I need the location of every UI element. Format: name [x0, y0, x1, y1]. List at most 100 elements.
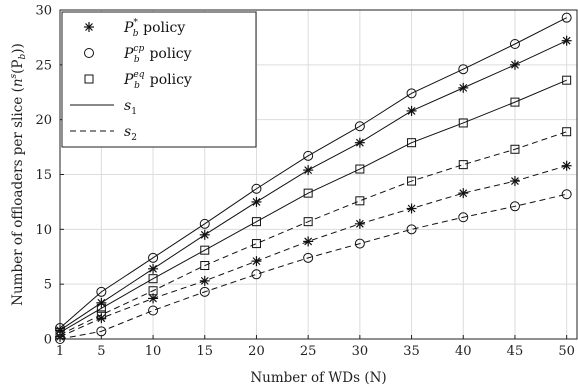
data-point: [251, 196, 262, 207]
x-tick-label: 45: [507, 344, 524, 359]
data-point: [251, 217, 261, 227]
star-stroke: [252, 197, 261, 206]
data-point: [55, 334, 65, 344]
data-point: [303, 165, 314, 176]
star-stroke: [407, 106, 416, 115]
star-stroke: [304, 166, 313, 175]
data-point: [406, 88, 417, 99]
data-point: [96, 303, 106, 313]
data-point: [509, 38, 520, 49]
x-tick-label: 25: [300, 344, 317, 359]
star-stroke: [200, 276, 209, 285]
data-point: [251, 256, 262, 267]
x-tick-label: 5: [97, 344, 105, 359]
data-point: [407, 176, 417, 186]
star-stroke: [149, 264, 157, 273]
series-3: [55, 127, 572, 340]
star-stroke: [562, 161, 571, 170]
data-point: [200, 245, 210, 255]
data-point: [148, 293, 159, 304]
data-point: [251, 269, 262, 280]
data-point: [199, 275, 210, 286]
legend-label: P* b policy: [123, 18, 185, 39]
star-stroke: [355, 138, 364, 147]
y-tick-label: 0: [44, 333, 52, 348]
data-point: [303, 217, 313, 227]
x-tick-label: 35: [403, 344, 420, 359]
x-tick-label: 30: [352, 344, 369, 359]
y-tick-label: 15: [35, 168, 52, 183]
data-point: [407, 138, 417, 148]
x-tick-label: 1: [56, 344, 64, 359]
data-point: [510, 97, 520, 107]
data-point: [148, 274, 158, 284]
data-point: [354, 238, 365, 249]
data-point: [458, 82, 469, 93]
series-group: [55, 12, 572, 344]
data-point: [355, 196, 365, 206]
legend-label: Pcp b policy: [123, 44, 192, 65]
star-stroke: [97, 298, 106, 307]
legend-label: Peq b policy: [123, 70, 192, 91]
series-line: [59, 17, 567, 329]
data-point: [458, 188, 469, 199]
data-point: [96, 297, 107, 308]
x-tick-label: 20: [248, 344, 265, 359]
data-point: [303, 188, 313, 198]
y-axis-label-pre: Number of offloaders per slice (: [10, 87, 26, 306]
data-point: [458, 212, 469, 223]
legend-marker: [84, 74, 94, 84]
legend-marker: [84, 48, 94, 58]
y-axis-label-n: n: [10, 78, 26, 87]
star-stroke: [149, 294, 157, 303]
series-line: [59, 79, 567, 333]
star-stroke: [511, 60, 519, 69]
series-line: [59, 193, 567, 340]
data-point: [199, 229, 210, 240]
x-axis-label: Number of WDs (N): [250, 370, 386, 386]
x-tick-label: 10: [145, 344, 162, 359]
star-stroke: [459, 189, 468, 198]
series-4: [55, 160, 572, 342]
data-point: [561, 189, 572, 200]
data-point: [303, 150, 314, 161]
star-stroke: [304, 237, 313, 246]
series-0: [55, 12, 572, 334]
series-5: [55, 189, 572, 344]
star-stroke: [355, 219, 364, 228]
legend-marker: [84, 22, 94, 32]
data-point: [561, 12, 572, 23]
x-tick-label: 40: [455, 344, 472, 359]
star-stroke: [252, 257, 261, 266]
y-axis-label-b: b: [18, 53, 28, 59]
legend-box: [61, 11, 257, 148]
data-point: [406, 203, 417, 214]
data-point: [251, 239, 261, 249]
star-stroke: [562, 36, 571, 45]
y-tick-label: 20: [35, 113, 52, 128]
data-point: [303, 252, 314, 263]
legend-label: s1: [124, 98, 137, 117]
data-point: [355, 164, 365, 174]
data-point: [458, 118, 468, 128]
data-point: [148, 263, 159, 274]
series-line: [59, 165, 567, 338]
data-point: [458, 64, 469, 75]
star-stroke: [459, 83, 468, 92]
data-point: [199, 218, 210, 229]
y-axis-label-post: )): [10, 43, 26, 54]
x-tick-label: 50: [558, 344, 575, 359]
x-tick-label: 15: [196, 344, 213, 359]
data-point: [509, 176, 520, 187]
data-point: [509, 59, 520, 70]
star-stroke: [85, 23, 93, 31]
data-point: [148, 252, 159, 263]
data-point: [562, 127, 572, 137]
data-point: [354, 218, 365, 229]
data-point: [510, 144, 520, 154]
data-point: [406, 224, 417, 235]
star-stroke: [200, 230, 209, 239]
data-point: [562, 75, 572, 85]
